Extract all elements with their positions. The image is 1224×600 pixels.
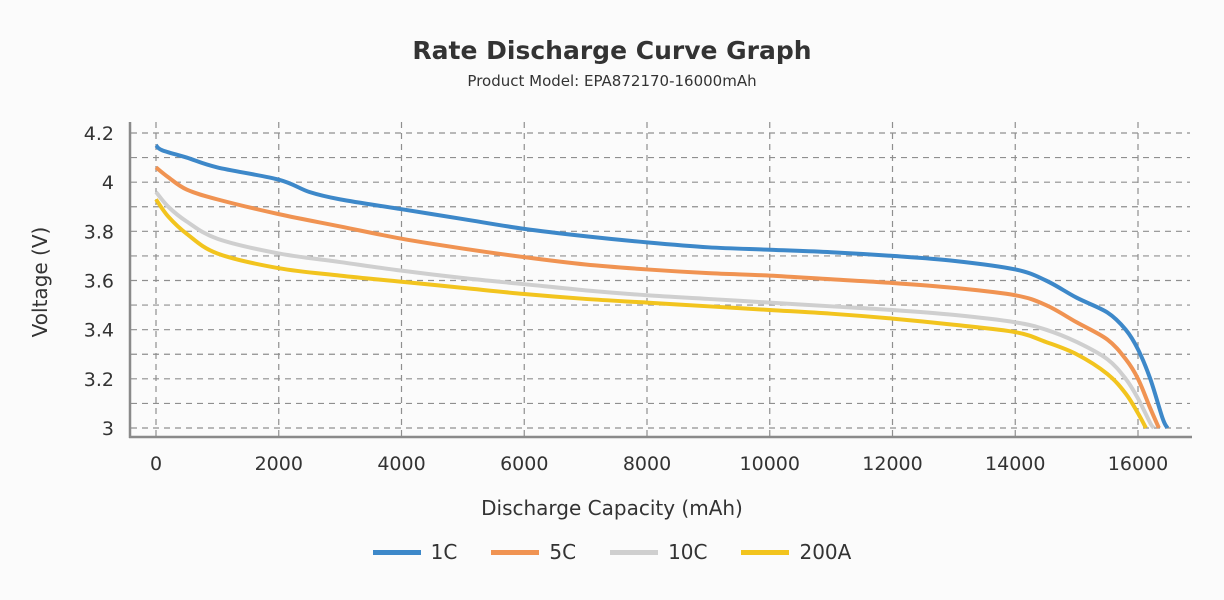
chart-subtitle: Product Model: EPA872170-16000mAh [467, 72, 757, 90]
legend-swatch [491, 549, 540, 555]
legend-label: 1C [430, 540, 458, 564]
y-tick-label: 3.8 [84, 221, 114, 243]
axes [128, 122, 1192, 439]
x-tick-label: 0 [150, 453, 162, 475]
y-tick-labels: 3 3.2 3.4 3.6 3.8 4 4.2 [84, 123, 114, 440]
legend: 1C 5C 10C 200A [0, 540, 1224, 564]
legend-label: 5C [549, 540, 577, 564]
y-tick-label: 3.4 [84, 320, 114, 342]
legend-swatch [610, 549, 659, 555]
legend-item-1c[interactable]: 1C [372, 540, 458, 564]
series-line-1c [154, 143, 1170, 430]
x-tick-label: 4000 [377, 453, 425, 475]
x-axis-title: Discharge Capacity (mAh) [481, 496, 743, 520]
y-tick-label: 4 [102, 172, 114, 194]
y-tick-label: 3.2 [84, 369, 114, 391]
legend-item-5c[interactable]: 5C [491, 540, 576, 564]
x-tick-label: 16000 [1108, 453, 1168, 475]
series-line-10c [154, 190, 1156, 430]
series-line-5c [154, 165, 1161, 429]
x-tick-label: 8000 [623, 453, 671, 475]
y-tick-label: 3 [102, 418, 114, 440]
legend-label: 10C [668, 540, 708, 564]
x-tick-labels: 0 2000 4000 6000 8000 10000 12000 14000 16000 [150, 453, 1168, 475]
legend-label: 200A [799, 540, 852, 564]
legend-swatch [372, 549, 421, 555]
x-tick-label: 12000 [862, 453, 922, 475]
legend-item-200a[interactable]: 200A [741, 540, 851, 564]
y-tick-label: 4.2 [84, 123, 114, 145]
y-tick-label: 3.6 [84, 271, 114, 293]
y-axis-title: Voltage (V) [28, 227, 52, 338]
legend-item-10c[interactable]: 10C [610, 540, 707, 564]
x-tick-label: 6000 [500, 453, 548, 475]
x-tick-label: 14000 [985, 453, 1045, 475]
legend-swatch [741, 549, 790, 555]
x-tick-label: 2000 [255, 453, 303, 475]
chart-title: Rate Discharge Curve Graph [412, 36, 812, 65]
grid [131, 122, 1190, 436]
series-group [154, 143, 1170, 430]
x-tick-label: 10000 [740, 453, 800, 475]
series-line-200a [154, 198, 1148, 429]
